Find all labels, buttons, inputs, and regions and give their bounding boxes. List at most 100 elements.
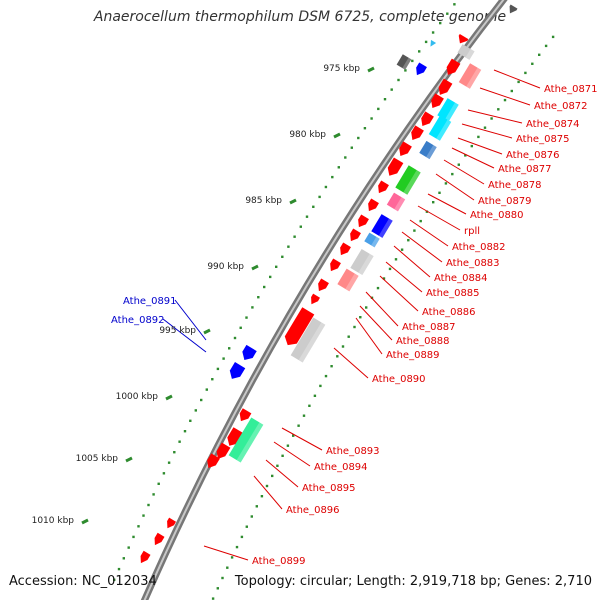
outer-tick-dot (255, 505, 258, 508)
inner-tick-dot (205, 388, 208, 391)
outer-tick-dot (400, 248, 404, 251)
label-layer: 975 kbp 980 kbp 985 kbp 990 kbp 995 kbp 1000 … (32, 64, 598, 567)
inner-tick-dot (324, 185, 328, 189)
inner-tick-dot (377, 107, 380, 111)
kbp-label: 975 kbp (323, 64, 360, 74)
gene-feature (437, 98, 459, 122)
outer-tick-dot (221, 576, 224, 580)
leader-line (409, 219, 449, 247)
outer-tick-dot (245, 525, 248, 528)
outer-tick-dot (292, 434, 295, 437)
leader-line (162, 318, 207, 353)
outer-tick-dot (353, 325, 356, 329)
gene-feature (242, 344, 257, 361)
outer-tick-dot (477, 135, 480, 139)
leader-line (281, 427, 323, 451)
outer-tick-dot (444, 182, 448, 185)
inner-tick-dot (305, 215, 309, 218)
inner-tick-dot (453, 3, 456, 6)
outer-tick-dot (230, 556, 234, 559)
outer-tick-dot (470, 144, 473, 148)
outer-tick-dot (211, 597, 215, 600)
inner-tick-dot (275, 265, 278, 268)
inner-tick-dot (318, 195, 321, 199)
inner-tick-dot (183, 430, 187, 433)
leader-line (435, 173, 475, 201)
inner-tick-dot (337, 166, 340, 169)
outer-tick-dot (517, 80, 520, 84)
gene-feature (239, 408, 252, 422)
kbp-tick-mark (81, 518, 89, 525)
gene-label: Athe_0872 (534, 101, 588, 112)
leader-line (457, 137, 503, 155)
gene-label: Athe_0877 (498, 164, 552, 175)
gene-feature (395, 165, 421, 195)
outer-tick-dot (365, 306, 368, 309)
leader-line (379, 275, 419, 312)
gene-feature (290, 317, 326, 363)
gene-feature (350, 228, 361, 242)
gene-feature (284, 307, 315, 346)
outer-tick-dot (240, 535, 244, 539)
outer-tick-dot (319, 384, 322, 388)
outer-tick-dot (341, 345, 345, 348)
gene-label: Athe_0878 (488, 180, 542, 191)
gene-label: Athe_0884 (434, 273, 488, 284)
inner-tick-dot (173, 451, 176, 454)
gene-feature (396, 54, 412, 70)
gene-feature (419, 140, 437, 160)
leader-line (451, 147, 495, 169)
inner-tick-dot (287, 245, 290, 248)
gene-label: Athe_0883 (446, 258, 500, 269)
gene-feature (378, 180, 389, 194)
inner-tick-dot (446, 12, 449, 15)
gene-feature (311, 293, 321, 305)
inner-tick-dot (178, 440, 181, 443)
gene-feature (140, 550, 151, 564)
outer-tick-dot (438, 191, 441, 194)
gene-label: Athe_0889 (386, 350, 440, 361)
outer-tick-dot (216, 587, 219, 590)
inner-tick-dot (127, 546, 130, 549)
feature-layer (140, 4, 518, 564)
outer-tick-dot (235, 545, 239, 549)
inner-tick-dot (363, 127, 367, 130)
gene-feature (229, 362, 246, 379)
topology-summary-text: Topology: circular; Length: 2,919,718 bp… (234, 574, 592, 589)
gene-feature (227, 427, 244, 446)
outer-tick-dot (388, 267, 392, 271)
outer-tick-dot (271, 474, 274, 478)
inner-tick-dot (390, 88, 393, 91)
outer-tick-dot (276, 464, 279, 467)
map-title: Anaerocellum thermophilum DSM 6725, comp… (93, 9, 507, 25)
gene-label: Athe_0892 (111, 315, 165, 326)
inner-tick-dot (357, 136, 360, 140)
tick-layer (81, 3, 555, 600)
inner-tick-dot (411, 59, 414, 63)
gene-feature (387, 157, 404, 176)
inner-tick-dot (263, 285, 266, 289)
inner-tick-dot (299, 225, 302, 228)
gene-feature (446, 58, 461, 75)
leader-line (355, 317, 383, 355)
leader-line (265, 459, 299, 488)
kbp-tick-mark (251, 264, 259, 271)
gene-feature (318, 278, 329, 292)
inner-tick-dot (157, 482, 160, 485)
outer-tick-dot (394, 258, 398, 261)
leader-line (417, 205, 461, 231)
outer-tick-dot (376, 286, 380, 290)
leader-line (359, 305, 393, 341)
kbp-label: 980 kbp (289, 130, 326, 140)
outer-tick-dot (483, 126, 487, 129)
gene-feature (458, 63, 482, 89)
kbp-label: 990 kbp (207, 262, 244, 272)
leader-line (273, 441, 311, 467)
leader-line (461, 123, 513, 139)
inner-tick-dot (383, 98, 387, 101)
inner-tick-dot (257, 296, 260, 299)
outer-tick-dot (490, 117, 493, 120)
outer-tick-dot (286, 444, 290, 447)
inner-tick-dot (245, 316, 248, 319)
